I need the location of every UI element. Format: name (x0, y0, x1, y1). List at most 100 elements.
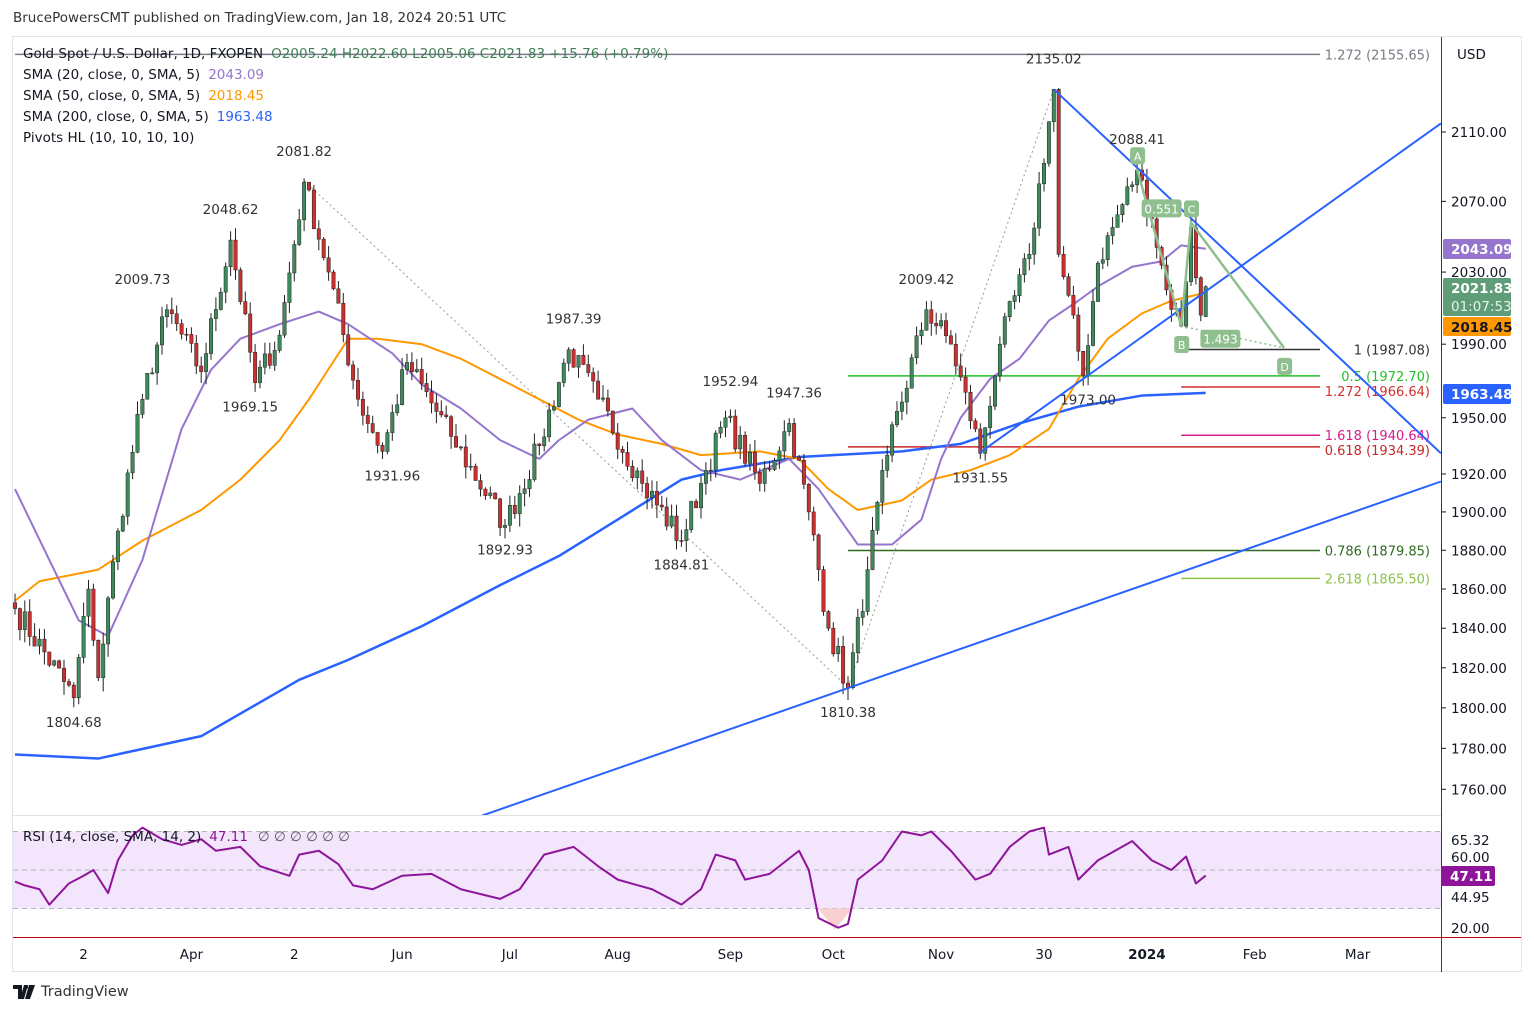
candle[interactable] (106, 595, 111, 657)
candle[interactable] (703, 462, 708, 495)
candle[interactable] (625, 441, 630, 471)
candle[interactable] (1022, 253, 1027, 283)
candle[interactable] (507, 495, 512, 533)
candle[interactable] (532, 433, 537, 482)
candle[interactable] (733, 409, 738, 453)
candle[interactable] (498, 497, 503, 536)
candle[interactable] (762, 461, 767, 492)
candle[interactable] (850, 643, 855, 690)
candle[interactable] (360, 391, 365, 426)
candle[interactable] (645, 476, 650, 510)
candle[interactable] (615, 423, 620, 460)
candle[interactable] (542, 428, 547, 452)
candle[interactable] (272, 341, 277, 371)
candle[interactable] (297, 208, 302, 246)
candle[interactable] (596, 370, 601, 400)
candle[interactable] (429, 380, 434, 414)
candle[interactable] (934, 312, 939, 335)
candle[interactable] (385, 429, 390, 455)
candle[interactable] (978, 423, 983, 459)
candle[interactable] (669, 504, 674, 529)
candle[interactable] (1042, 158, 1046, 192)
candle[interactable] (321, 237, 326, 261)
candle[interactable] (939, 313, 944, 329)
candle[interactable] (1007, 300, 1012, 322)
candle[interactable] (650, 480, 654, 509)
candle[interactable] (267, 342, 272, 369)
candle[interactable] (449, 415, 454, 449)
candle[interactable] (331, 269, 336, 291)
candle[interactable] (728, 409, 733, 423)
candle[interactable] (86, 579, 91, 627)
candle[interactable] (351, 360, 356, 390)
candle[interactable] (76, 654, 81, 705)
candle[interactable] (311, 185, 316, 230)
candle[interactable] (101, 632, 106, 692)
candle[interactable] (699, 475, 703, 519)
candle[interactable] (1081, 350, 1086, 386)
candle[interactable] (581, 344, 586, 366)
candle[interactable] (919, 322, 924, 345)
candle[interactable] (307, 181, 311, 192)
candle[interactable] (32, 623, 37, 647)
candle[interactable] (821, 565, 826, 616)
candle[interactable] (1017, 268, 1022, 303)
candle[interactable] (752, 439, 757, 480)
candle[interactable] (870, 517, 875, 571)
candle[interactable] (1198, 276, 1203, 322)
candle[interactable] (81, 602, 86, 664)
candle[interactable] (248, 302, 253, 363)
candle[interactable] (605, 389, 610, 417)
candle[interactable] (738, 426, 743, 460)
candle[interactable] (591, 367, 596, 393)
candle[interactable] (860, 599, 865, 626)
candle[interactable] (865, 556, 870, 616)
candle[interactable] (409, 352, 414, 381)
candle[interactable] (140, 393, 145, 419)
candle[interactable] (953, 333, 958, 375)
candle[interactable] (218, 287, 223, 311)
candle[interactable] (66, 678, 71, 687)
candle[interactable] (179, 319, 184, 340)
time-axis[interactable]: 2 Apr 2 Jun Jul Aug Sep Oct Nov 30 2024 Feb Mar (79, 947, 1370, 963)
price-axis[interactable]: 2110.00 2070.00 2030.00 1990.00 1950.00 1920.… (1441, 125, 1513, 937)
candle[interactable] (1037, 171, 1042, 237)
candle[interactable] (1061, 245, 1066, 280)
candle[interactable] (968, 384, 973, 429)
candle[interactable] (1056, 87, 1061, 258)
candle[interactable] (468, 453, 473, 471)
candle[interactable] (743, 431, 748, 467)
candle[interactable] (194, 334, 199, 375)
candle[interactable] (213, 297, 218, 332)
candle[interactable] (664, 497, 669, 531)
candle[interactable] (880, 459, 885, 515)
candle[interactable] (679, 529, 684, 547)
candle[interactable] (909, 353, 914, 389)
candle[interactable] (983, 427, 988, 461)
trendline[interactable] (1053, 88, 1441, 454)
candle[interactable] (836, 637, 841, 662)
candle[interactable] (199, 356, 204, 383)
candle[interactable] (174, 305, 179, 331)
candle[interactable] (52, 659, 57, 667)
candle[interactable] (1032, 222, 1037, 265)
currency-label[interactable]: USD (1457, 47, 1486, 63)
candle[interactable] (777, 446, 782, 469)
candle[interactable] (1115, 205, 1120, 228)
candle[interactable] (997, 336, 1002, 382)
candle[interactable] (96, 639, 101, 682)
candle[interactable] (326, 246, 331, 281)
candle[interactable] (22, 600, 27, 643)
candle[interactable] (17, 607, 22, 641)
abcd-point-b[interactable]: B (1174, 336, 1190, 354)
candle[interactable] (130, 444, 135, 480)
candle[interactable] (586, 354, 591, 377)
candle[interactable] (454, 423, 458, 448)
candle[interactable] (424, 372, 429, 398)
candle[interactable] (262, 342, 267, 375)
candle[interactable] (811, 506, 816, 542)
candle[interactable] (713, 430, 718, 478)
candle[interactable] (914, 326, 919, 365)
candle[interactable] (370, 415, 375, 434)
candle[interactable] (439, 400, 444, 418)
